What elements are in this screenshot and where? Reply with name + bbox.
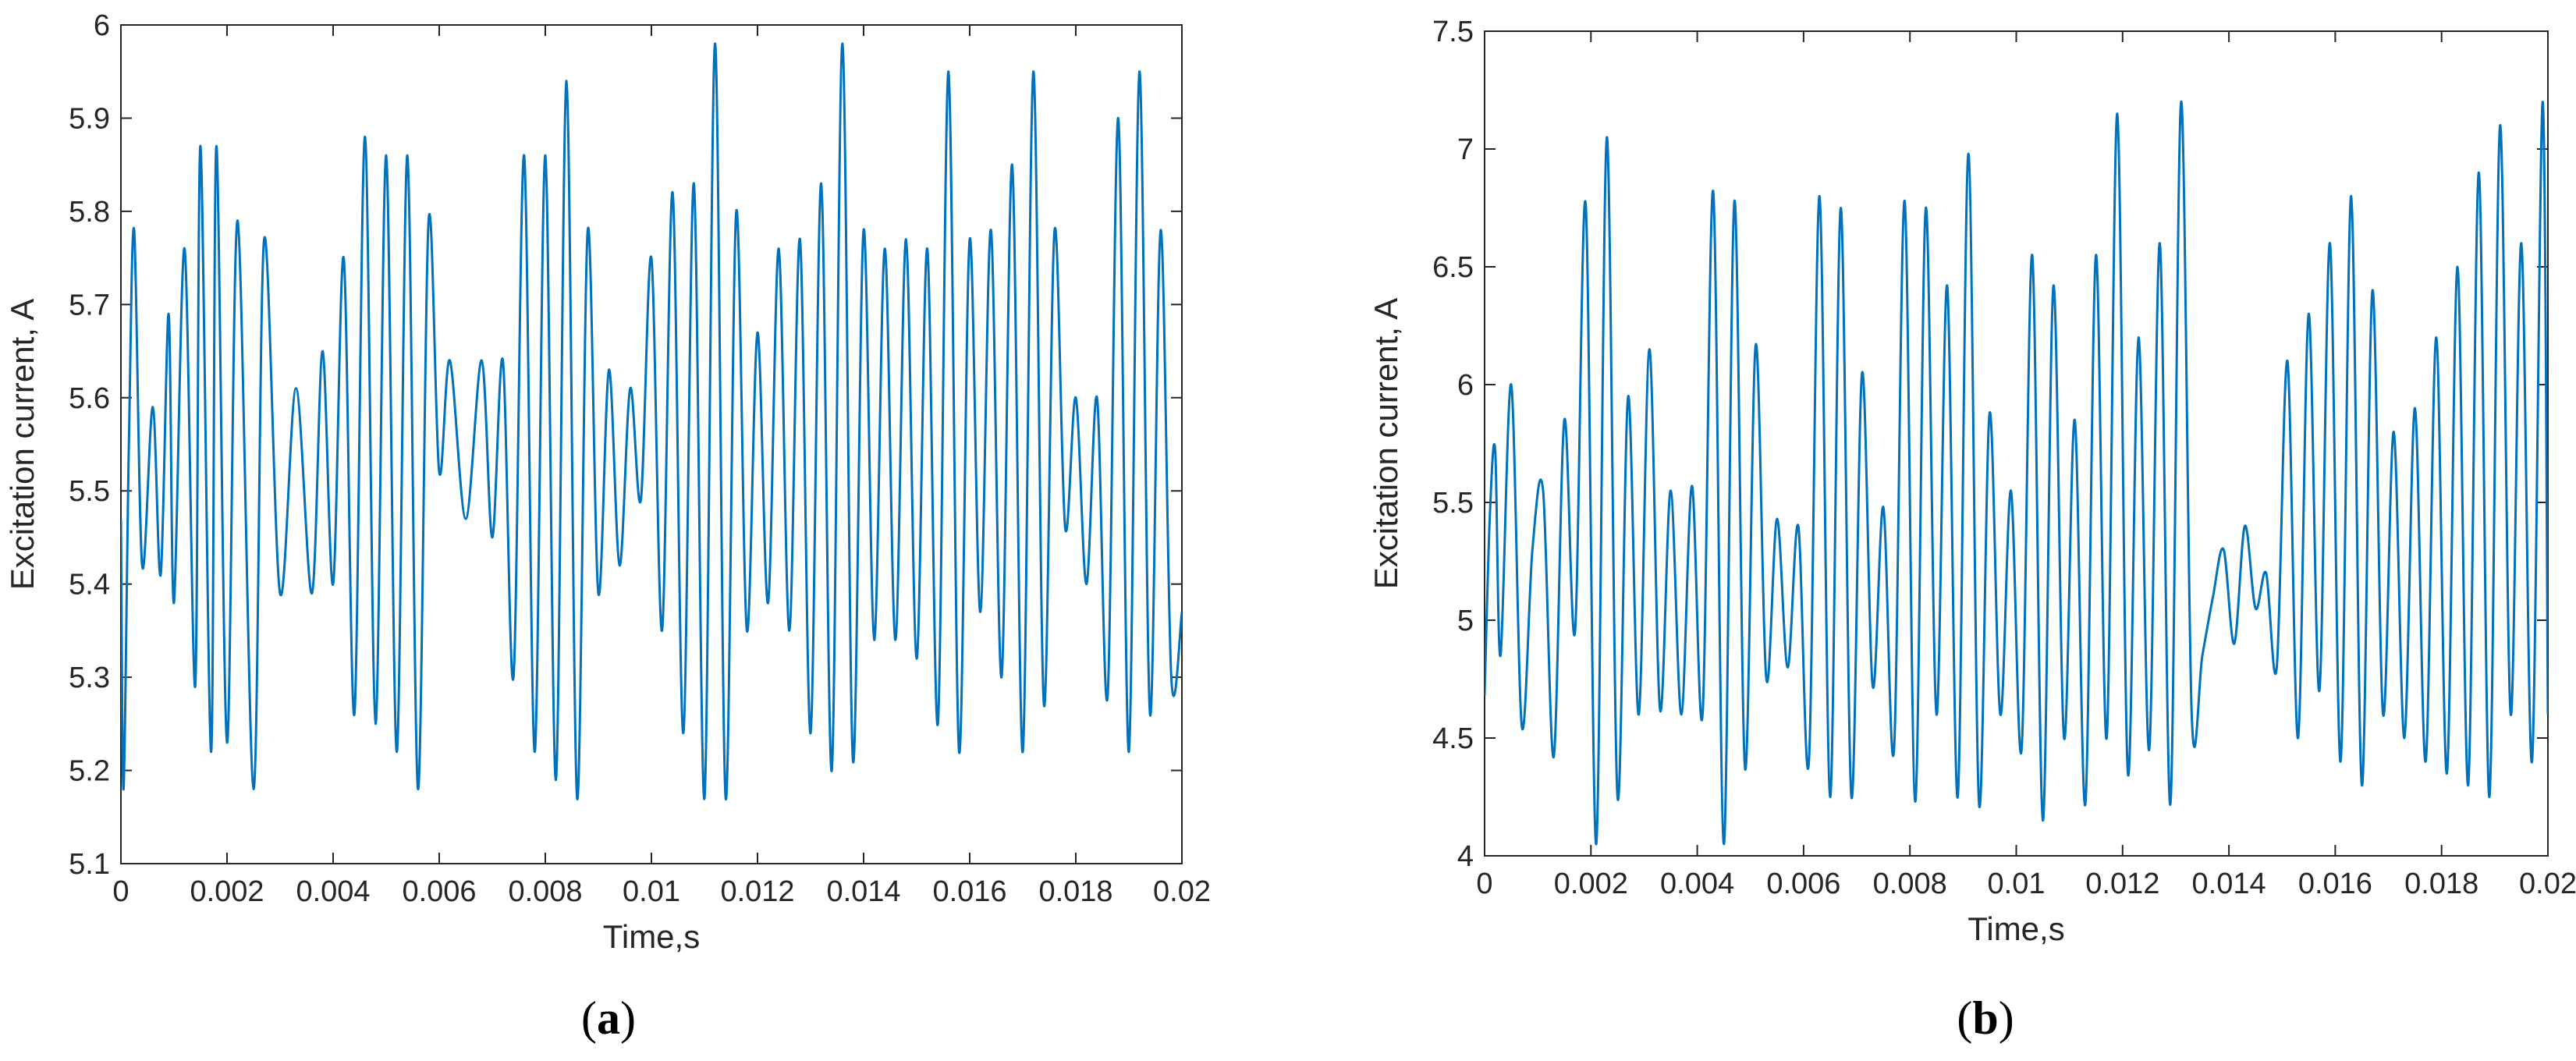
x-tick-label: 0.018 [1038,875,1112,908]
y-tick-label: 5.7 [69,289,110,321]
chart-a: 0 0.002 0.004 0.006 0.008 0.01 0.012 0.014 0.016… [4,9,1211,955]
x-tick-label: 0.014 [826,875,900,908]
x-tick-label: 0.02 [1153,875,1211,908]
x-tick-label: 0.016 [2298,868,2372,900]
y-tick-label: 7.5 [1432,16,1474,48]
x-tick-label: 0.018 [2404,868,2478,900]
x-tick-label: 0 [112,875,129,908]
y-tick-label: 4 [1457,840,1474,873]
y-tick-label: 5 [1457,605,1474,637]
y-axis-label: Excitation current, A [4,299,41,591]
y-tick-label: 5.4 [69,569,110,601]
series-line [121,42,1182,800]
y-tick-label: 5.5 [1432,487,1474,520]
plot-area [120,24,1183,864]
x-tick-label: 0.006 [1766,868,1840,900]
y-tick-label: 6 [94,9,110,42]
caption-b: (b) [1957,992,2014,1044]
y-tick-label: 5.3 [69,662,110,694]
x-tick-label: 0.01 [623,875,680,908]
x-tick-label: 0.006 [402,875,476,908]
series-line [1485,101,2548,846]
caption-a: (a) [581,992,636,1044]
x-tick-label: 0.008 [1873,868,1947,900]
y-axis-label: Excitation current, A [1368,298,1404,590]
y-tick-label: 5.9 [69,102,110,135]
y-tick-label: 7 [1457,133,1474,166]
x-axis-label: Time,s [1967,910,2064,947]
x-axis-label: Time,s [603,918,700,955]
y-tick-label: 6.5 [1432,251,1474,284]
y-tick-label: 4.5 [1432,722,1474,755]
chart-b: 0 0.002 0.004 0.006 0.008 0.01 0.012 0.014 0.016… [1368,16,2576,947]
y-tick-label: 5.1 [69,848,110,881]
x-tick-label: 0.01 [1988,868,2046,900]
x-tick-label: 0.016 [932,875,1006,908]
x-tick-label: 0.012 [2085,868,2159,900]
x-tick-label: 0.002 [1554,868,1628,900]
plot-area [1484,30,2549,857]
y-tick-label: 5.2 [69,755,110,788]
x-tick-label: 0.02 [2519,868,2576,900]
x-tick-label: 0.004 [1660,868,1734,900]
x-tick-label: 0.012 [720,875,794,908]
x-tick-label: 0.014 [2192,868,2266,900]
x-tick-label: 0.008 [508,875,582,908]
x-tick-label: 0.002 [190,875,264,908]
y-tick-label: 5.8 [69,196,110,229]
y-tick-label: 5.5 [69,475,110,508]
x-tick-label: 0 [1476,868,1492,900]
y-tick-label: 5.6 [69,382,110,415]
x-tick-label: 0.004 [296,875,370,908]
y-tick-label: 6 [1457,369,1474,402]
